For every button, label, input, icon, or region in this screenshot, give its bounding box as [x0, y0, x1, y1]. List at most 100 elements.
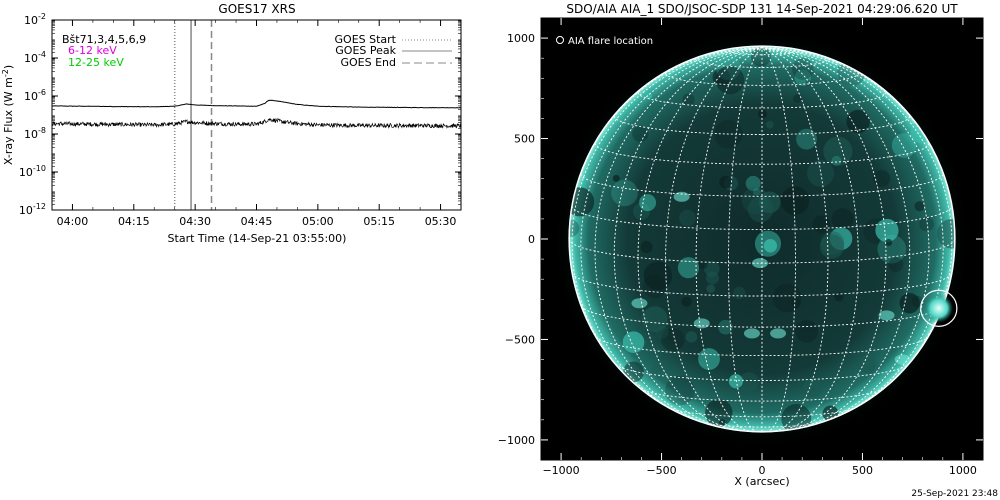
- solar-disk-texture: [569, 46, 955, 432]
- aia-axes: −1000 −500 0 500 1000 −1000 −500 0 500 1000: [498, 18, 983, 477]
- disk-feature: [682, 93, 695, 106]
- disk-feature: [656, 326, 669, 339]
- channel-label-1: Bšt71,3,4,5,6,9: [62, 33, 146, 46]
- disk-feature: [690, 90, 706, 105]
- disk-feature: [661, 327, 685, 352]
- disk-feature: [758, 109, 768, 119]
- grid-line: [695, 47, 763, 433]
- disk-feature: [622, 331, 645, 353]
- grid-line: [571, 205, 953, 231]
- disk-feature: [698, 260, 708, 270]
- disk-feature: [739, 372, 759, 392]
- disk-feature: [877, 234, 907, 264]
- aia-ytick-label: 0: [528, 233, 535, 246]
- disk-feature: [791, 298, 801, 309]
- grid-line: [695, 59, 829, 68]
- disk-feature: [641, 306, 668, 333]
- grid-line: [761, 47, 796, 433]
- disk-feature: [728, 374, 743, 389]
- disk-feature: [780, 186, 810, 215]
- aia-xlabel: X (arcsec): [734, 475, 789, 488]
- goes-plot-frame: [51, 19, 462, 211]
- grid-line: [728, 47, 763, 433]
- active-region: [673, 191, 690, 202]
- goes-ytick-label: 10-10: [19, 164, 46, 179]
- flare-brightening: [924, 293, 954, 323]
- disk-feature: [612, 174, 620, 182]
- goes-ytick-label: 10-12: [19, 202, 46, 217]
- active-region: [751, 258, 768, 269]
- goes-xtick-label: 04:00: [57, 215, 89, 228]
- disk-feature: [846, 109, 870, 134]
- aia-ytick-label: 1000: [507, 32, 535, 45]
- grid-line: [613, 47, 763, 430]
- grid-line: [761, 47, 930, 427]
- disk-feature: [705, 399, 733, 427]
- channel-label-2: 6-12 keV: [68, 44, 117, 57]
- aia-ytick-label: 500: [514, 133, 535, 146]
- disk-feature: [795, 319, 819, 343]
- aia-ytick-label: −1000: [498, 434, 535, 447]
- goes-xtick-label: 05:00: [302, 215, 334, 228]
- grid-line: [594, 47, 763, 427]
- disk-feature: [803, 377, 823, 398]
- grid-line: [761, 47, 859, 432]
- disk-feature: [750, 46, 771, 67]
- goes-xtick-label: 05:15: [363, 215, 395, 228]
- active-region: [894, 354, 911, 365]
- aia-xtick-label: 0: [759, 464, 766, 477]
- goes-series: [52, 99, 461, 129]
- grid-line: [665, 47, 763, 432]
- disk-feature: [873, 169, 891, 187]
- disk-feature: [716, 55, 741, 81]
- aia-title: SDO/AIA AIA_1 SDO/JSOC-SDP 131 14-Sep-20…: [566, 2, 958, 16]
- disk-feature: [793, 94, 802, 103]
- goes-marker-legend: GOES Start GOES Peak GOES End: [335, 33, 452, 69]
- disk-feature: [639, 194, 657, 212]
- goes-series-12-25-kev: [52, 117, 461, 129]
- legend-goes-peak-label: GOES Peak: [335, 44, 396, 57]
- aia-panel: SDO/AIA AIA_1 SDO/JSOC-SDP 131 14-Sep-20…: [498, 2, 984, 488]
- disk-feature: [805, 79, 812, 87]
- disk-feature: [741, 186, 770, 215]
- disk-feature: [831, 207, 854, 231]
- disk-feature: [911, 295, 924, 308]
- flare-legend-label: AIA flare location: [568, 36, 653, 47]
- disk-feature: [752, 187, 761, 196]
- disk-feature: [765, 120, 774, 129]
- grid-line: [571, 272, 953, 297]
- flare-legend-icon: [556, 36, 564, 44]
- grid-line: [761, 47, 887, 432]
- disk-feature: [899, 292, 920, 314]
- goes-ytick-label: 10-6: [24, 88, 46, 103]
- disk-feature: [745, 175, 761, 191]
- disk-feature: [685, 331, 698, 343]
- disk-feature: [677, 257, 700, 279]
- grid-line: [637, 47, 763, 432]
- disk-feature: [718, 319, 733, 335]
- disk-feature: [712, 68, 731, 87]
- disk-feature: [792, 58, 814, 80]
- disk-feature: [681, 296, 692, 307]
- disk-feature: [698, 348, 720, 370]
- goes-channel-legend: Bšt71,3,4,5,6,9 6-12 keV 12-25 keV: [62, 33, 146, 69]
- footer-timestamp: 25-Sep-2021 23:48: [911, 489, 998, 499]
- disk-feature: [640, 240, 653, 254]
- heliographic-grid: [568, 47, 956, 433]
- grid-line: [580, 173, 944, 197]
- aia-xtick-label: 1000: [949, 464, 977, 477]
- disk-feature: [794, 69, 812, 86]
- goes-xtick-label: 04:45: [241, 215, 273, 228]
- disk-feature: [664, 375, 695, 406]
- grid-line: [761, 47, 911, 430]
- disk-feature: [649, 363, 663, 377]
- disk-feature: [758, 191, 781, 214]
- goes-markers: [173, 20, 213, 210]
- disk-feature: [891, 133, 917, 158]
- aia-image: [553, 30, 971, 448]
- disk-feature: [857, 356, 876, 374]
- goes-series-6-12-kev: [52, 99, 461, 109]
- disk-feature: [888, 257, 904, 272]
- goes-xtick-label: 04:30: [179, 215, 211, 228]
- disk-feature: [763, 239, 778, 253]
